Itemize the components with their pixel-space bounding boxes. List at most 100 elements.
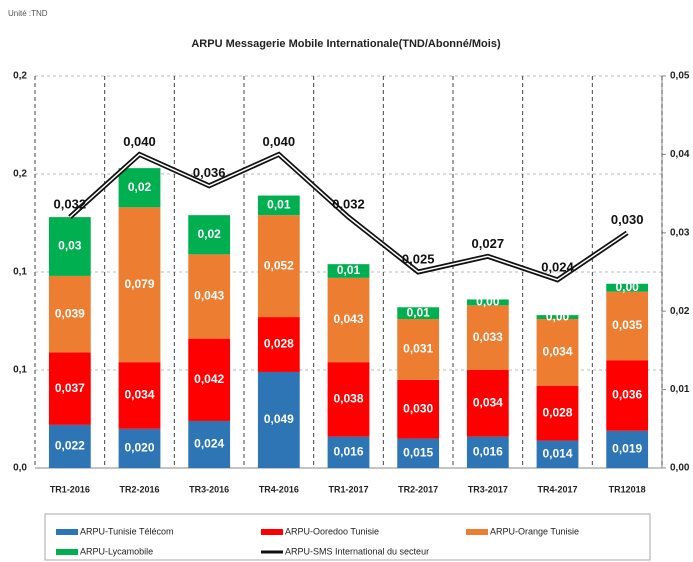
x-tick-label: TR12018 xyxy=(609,484,646,494)
line-label: 0,040 xyxy=(263,134,296,149)
y-tick-label: 0,1 xyxy=(13,267,27,278)
data-label: 0,019 xyxy=(612,442,642,456)
data-label: 0,00 xyxy=(546,309,570,323)
legend-box xyxy=(44,513,651,561)
data-label: 0,034 xyxy=(473,395,503,409)
x-tick-label: TR1-2016 xyxy=(50,484,90,494)
bar-segment xyxy=(397,319,440,380)
chart-title: ARPU Messagerie Mobile Internationale(TN… xyxy=(191,38,501,50)
data-label: 0,043 xyxy=(333,312,363,326)
y-tick-label: 0,2 xyxy=(13,71,27,82)
legend-swatch xyxy=(56,529,78,535)
data-label: 0,016 xyxy=(333,444,363,458)
bar-segment xyxy=(48,217,91,276)
data-label: 0,01 xyxy=(267,198,291,212)
data-label: 0,034 xyxy=(124,388,154,402)
y2-tick-label: 0,05 xyxy=(670,71,690,82)
bar-segment xyxy=(536,440,579,468)
bar-segment xyxy=(327,264,370,278)
bar-segment xyxy=(536,385,579,441)
bar-segment xyxy=(188,215,231,255)
x-tick-label: TR2-2017 xyxy=(398,484,438,494)
bar-segment xyxy=(188,338,231,421)
bar-segment xyxy=(536,319,579,386)
legend-label: ARPU-Lycamobile xyxy=(80,546,153,556)
bar-segment xyxy=(48,275,91,353)
bar-segment xyxy=(397,438,440,468)
data-label: 0,052 xyxy=(264,258,294,272)
x-tick-label: TR3-2017 xyxy=(468,484,508,494)
bar-segment xyxy=(466,299,509,306)
bar-segment xyxy=(118,362,161,429)
line-label: 0,024 xyxy=(541,259,574,274)
bar-segment xyxy=(397,379,440,439)
line-label: 0,025 xyxy=(402,251,435,266)
y2-tick-label: 0,01 xyxy=(670,384,690,395)
bar-segment xyxy=(606,291,649,361)
data-label: 0,016 xyxy=(473,444,503,458)
bar-segment xyxy=(118,168,161,208)
data-label: 0,024 xyxy=(194,437,224,451)
bar-segment xyxy=(118,428,161,468)
y-tick-label: 0,1 xyxy=(13,365,27,376)
line-label: 0,040 xyxy=(123,134,156,149)
bar-segment xyxy=(48,424,91,468)
bar-segment xyxy=(188,420,231,468)
data-label: 0,043 xyxy=(194,289,224,303)
unit: Unité :TND xyxy=(8,9,48,18)
y2-tick-label: 0,04 xyxy=(670,149,690,160)
line-label: 0,036 xyxy=(193,165,226,180)
bar-segment xyxy=(606,283,649,292)
y-tick-label: 0,0 xyxy=(13,463,27,474)
bar-segment xyxy=(257,317,300,372)
data-label: 0,00 xyxy=(476,295,500,309)
data-label: 0,039 xyxy=(55,306,85,320)
x-tick-label: TR3-2016 xyxy=(189,484,229,494)
bar-segment xyxy=(466,370,509,437)
data-label: 0,042 xyxy=(194,372,224,386)
y-tick-label: 0,2 xyxy=(13,169,27,180)
bar-segment xyxy=(327,362,370,437)
data-label: 0,00 xyxy=(615,280,639,294)
bar-segment xyxy=(257,195,300,216)
data-label: 0,030 xyxy=(403,401,433,415)
line-inner xyxy=(69,153,628,281)
data-label: 0,01 xyxy=(337,263,361,277)
bar-segment xyxy=(327,436,370,468)
data-label: 0,022 xyxy=(55,439,85,453)
data-label: 0,035 xyxy=(612,318,642,332)
bar-segment xyxy=(257,215,300,318)
bar-segment xyxy=(606,360,649,431)
y2-tick-label: 0,02 xyxy=(670,306,690,317)
legend-swatch xyxy=(466,529,488,535)
bar-segment xyxy=(327,277,370,363)
bar-segment xyxy=(188,254,231,339)
data-label: 0,01 xyxy=(406,305,430,319)
bar-segment xyxy=(466,436,509,468)
bar-segment xyxy=(118,207,161,363)
bar-segment xyxy=(397,307,440,320)
data-label: 0,038 xyxy=(333,392,363,406)
bar-segment xyxy=(606,430,649,468)
bar-segment xyxy=(536,315,579,320)
legend-swatch xyxy=(56,549,78,555)
data-label: 0,033 xyxy=(473,330,503,344)
data-label: 0,028 xyxy=(542,405,572,419)
data-label: 0,03 xyxy=(58,239,82,253)
x-tick-label: TR4-2017 xyxy=(537,484,577,494)
x-tick-label: TR1-2017 xyxy=(328,484,368,494)
line-label: 0,030 xyxy=(611,212,644,227)
line-label: 0,027 xyxy=(472,236,505,251)
data-label: 0,015 xyxy=(403,445,433,459)
data-label: 0,014 xyxy=(542,446,572,460)
data-label: 0,02 xyxy=(128,180,152,194)
data-label: 0,028 xyxy=(264,337,294,351)
data-label: 0,049 xyxy=(264,412,294,426)
legend-label: ARPU-SMS International du secteur xyxy=(285,546,429,556)
legend-label: ARPU-Tunisie Télécom xyxy=(80,526,174,536)
y2-tick-label: 0,03 xyxy=(670,227,690,238)
line-label: 0,032 xyxy=(54,197,87,212)
data-label: 0,031 xyxy=(403,342,433,356)
bar-segment xyxy=(466,305,509,370)
